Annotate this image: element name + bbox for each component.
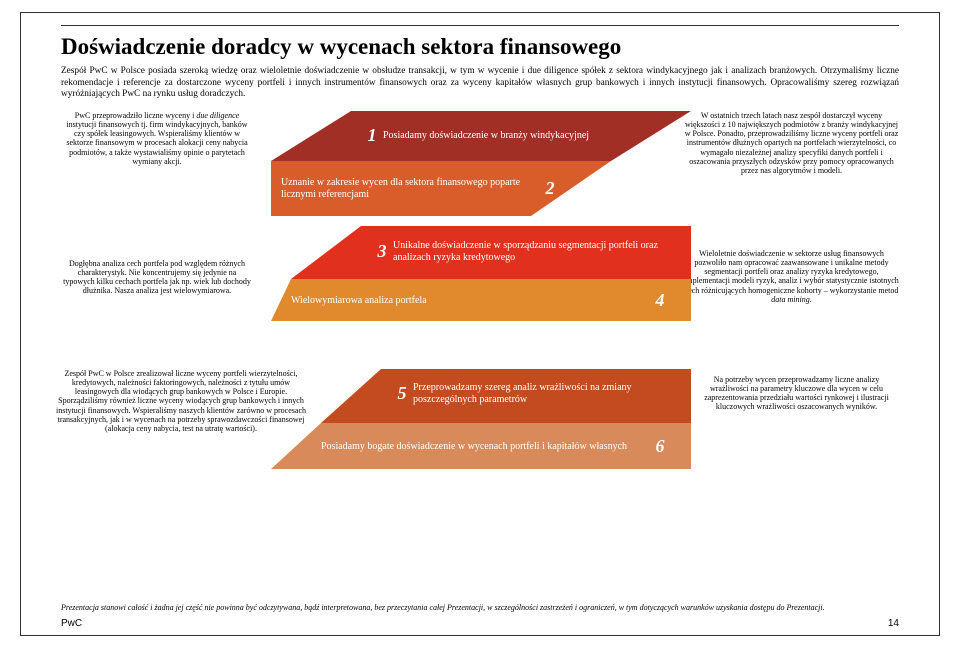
page-title: Doświadczenie doradcy w wycenach sektora… [61, 34, 899, 60]
left-p1b: instytucji finansowych tj. firm windykac… [66, 120, 247, 166]
band-2-text: Uznanie w zakresie wycen dla sektora fin… [281, 177, 539, 200]
footer: PwC 14 [61, 618, 899, 629]
disclaimer: Prezentacja stanowi całość i żadna jej c… [61, 604, 899, 613]
bottom-left-para: Zespół PwC w Polsce zrealizował liczne w… [51, 369, 311, 433]
right-p2-ital: data mining [771, 295, 809, 304]
band-2-num: 2 [539, 178, 561, 199]
brand: PwC [61, 618, 82, 629]
band-1-text: Posiadamy doświadczenie w branży windyka… [383, 130, 671, 142]
band-4-num: 4 [649, 290, 671, 311]
band-1: 1 Posiadamy doświadczenie w branży windy… [351, 115, 681, 157]
right-col-2: Wieloletnie doświadczenie w sektorze usł… [684, 249, 899, 314]
left-col: PwC przeprowadziło liczne wyceny i due d… [61, 111, 253, 176]
left-p1a: PwC przeprowadziło liczne wyceny i [75, 111, 197, 120]
band-4: Wielowymiarowa analiza portfela 4 [281, 283, 681, 319]
band-6-num: 6 [649, 436, 671, 457]
band-3: 3 Unikalne doświadczenie w sporządzaniu … [361, 229, 681, 275]
right-p2b: . [810, 295, 812, 304]
top-rule [61, 25, 899, 26]
band-3-num: 3 [371, 241, 393, 262]
left-para-2: Dogłębna analiza cech portfela pod wzglę… [61, 259, 253, 296]
right-col: W ostatnich trzech latach nasz zespół do… [684, 111, 899, 185]
right-p2a: Wieloletnie doświadczenie w sektorze usł… [684, 249, 899, 295]
band-3-text: Unikalne doświadczenie w sporządzaniu se… [393, 240, 671, 263]
band-6: Posiadamy bogate doświadczenie w wycenac… [311, 427, 681, 467]
center-bands: 1 Posiadamy doświadczenie w branży windy… [271, 111, 691, 507]
page-number: 14 [888, 618, 899, 629]
band-4-text: Wielowymiarowa analiza portfela [291, 295, 649, 307]
right-para-1: W ostatnich trzech latach nasz zespół do… [684, 111, 899, 175]
left-p1-ital: due diligence [196, 111, 239, 120]
bottom-right-para: Na potrzeby wycen przeprowadzamy liczne … [694, 375, 899, 412]
band-6-text: Posiadamy bogate doświadczenie w wycenac… [321, 441, 649, 453]
left-col-2: Dogłębna analiza cech portfela pod wzglę… [61, 259, 253, 306]
band-2: Uznanie w zakresie wycen dla sektora fin… [271, 166, 571, 212]
right-para-2: Wieloletnie doświadczenie w sektorze usł… [684, 249, 899, 304]
left-para-1: PwC przeprowadziło liczne wyceny i due d… [61, 111, 253, 166]
band-5-text: Przeprowadzamy szereg analiz wrażliwości… [413, 382, 671, 405]
band-5-num: 5 [391, 383, 413, 404]
band-1-num: 1 [361, 125, 383, 146]
band-5: 5 Przeprowadzamy szereg analiz wrażliwoś… [381, 371, 681, 417]
intro-paragraph: Zespół PwC w Polsce posiada szeroką wied… [61, 66, 899, 101]
main-content: PwC przeprowadziło liczne wyceny i due d… [61, 111, 899, 507]
